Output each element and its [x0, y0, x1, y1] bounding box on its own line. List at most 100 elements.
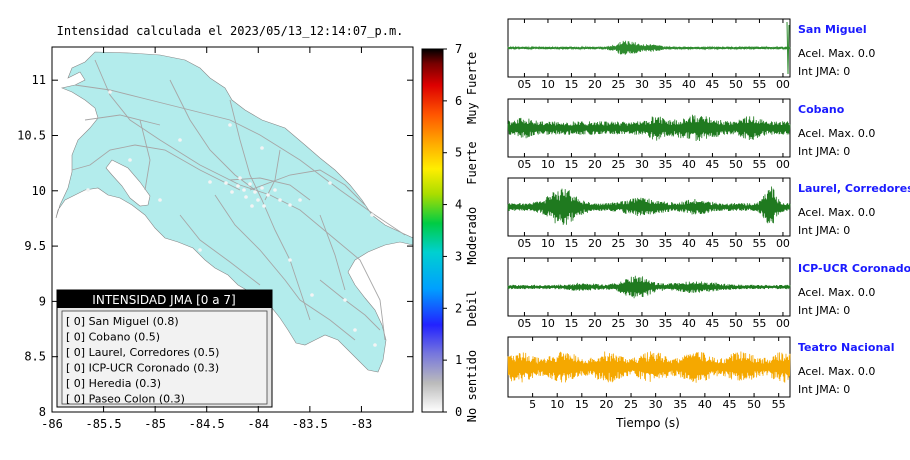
- seismogram-tick-label: 00: [776, 317, 790, 330]
- legend-title-bar: [57, 290, 272, 308]
- seismogram-tick-label: 50: [729, 237, 743, 250]
- seismogram-tick-label: 30: [635, 78, 649, 91]
- station-name: San Miguel: [798, 23, 867, 36]
- seismogram-tick-label: 50: [747, 398, 761, 411]
- legend-item: [ 0] Cobano (0.5): [66, 331, 160, 344]
- legend-title: INTENSIDAD JMA [0 a 7]: [92, 293, 235, 307]
- legend-item: [ 0] ICP-UCR Coronado (0.3): [66, 362, 219, 375]
- seismogram-tick-label: 30: [635, 158, 649, 171]
- station-acel-max: Acel. Max. 0.0: [798, 365, 875, 378]
- seismogram-tick-label: 10: [541, 317, 555, 330]
- seismogram-panel: 05 10 15 20 25 30 35 40 45 50 55 00 ICP-UCR Coronado…: [507, 257, 910, 330]
- seismogram-tick-label: 00: [776, 78, 790, 91]
- seismogram-panel: 5 10 15 20 25 30 35 40 45 50 55 Teatro Nacional Acel…: [507, 336, 895, 411]
- colorbar-category-label: Muy Fuerte: [465, 52, 479, 124]
- seismogram-tick-label: 55: [752, 237, 766, 250]
- seismogram-tick-label: 15: [564, 237, 578, 250]
- seismogram-tick-label: 25: [624, 398, 638, 411]
- seismogram-tick-label: 55: [772, 398, 786, 411]
- seismogram-tick-label: 15: [564, 317, 578, 330]
- seismogram-tick-label: 10: [541, 158, 555, 171]
- map-ytick-label: 9.5: [24, 239, 46, 253]
- map-xtick-label: -86: [41, 417, 63, 431]
- seismogram-trace: [507, 275, 791, 299]
- station-int-jma: Int JMA: 0: [798, 383, 850, 396]
- map-xtick-label: -84: [247, 417, 269, 431]
- station-int-jma: Int JMA: 0: [798, 65, 850, 78]
- seismogram-tick-label: 05: [517, 237, 531, 250]
- seismogram-tick-label: 45: [705, 237, 719, 250]
- station-name: Teatro Nacional: [798, 341, 895, 354]
- seismogram-tick-label: 25: [611, 158, 625, 171]
- seismogram-trace: [507, 186, 791, 225]
- seismogram-tick-label: 40: [682, 317, 696, 330]
- colorbar-tick-label: 6: [455, 94, 462, 108]
- seismogram-tick-label: 15: [575, 398, 589, 411]
- seismogram-tick-label: 45: [705, 317, 719, 330]
- seismogram-tick-label: 05: [517, 78, 531, 91]
- colorbar-tick-label: 4: [455, 198, 462, 212]
- seismogram-spike: [786, 21, 790, 75]
- seismogram-tick-label: 40: [682, 158, 696, 171]
- seismogram-tick-label: 15: [564, 158, 578, 171]
- colorbar-tick-label: 3: [455, 249, 462, 263]
- seismogram-tick-label: 50: [729, 317, 743, 330]
- time-axis-label: Tiempo (s): [615, 416, 680, 430]
- station-name: Laurel, Corredores: [798, 182, 910, 195]
- map-title: Intensidad calculada el 2023/05/13_12:14…: [57, 24, 404, 38]
- seismogram-tick-label: 25: [611, 78, 625, 91]
- map-xtick-label: -83.5: [292, 417, 328, 431]
- station-markers: [86, 90, 377, 347]
- map-xtick-label: -84.5: [189, 417, 225, 431]
- seismogram-tick-label: 5: [529, 398, 536, 411]
- seismogram-tick-label: 25: [611, 237, 625, 250]
- road-network: [71, 59, 406, 341]
- intensity-legend: INTENSIDAD JMA [0 a 7] [ 0] San Miguel (…: [56, 289, 273, 408]
- colorbar-category-label: No sentido: [465, 350, 479, 422]
- map-xtick-label: -83: [351, 417, 373, 431]
- seismogram-tick-label: 55: [752, 158, 766, 171]
- legend-item: [ 0] Laurel, Corredores (0.5): [66, 346, 219, 359]
- seismogram-panel: 05 10 15 20 25 30 35 40 45 50 55 00 Cobano Acel. Max.…: [507, 98, 875, 171]
- station-int-jma: Int JMA: 0: [798, 304, 850, 317]
- seismogram-tick-label: 20: [599, 398, 613, 411]
- seismogram-panel: 05 10 15 20 25 30 35 40 45 50 55 00 San Miguel Acel. …: [507, 18, 875, 91]
- seismogram-tick-label: 25: [611, 317, 625, 330]
- seismogram-trace: [507, 40, 791, 55]
- colorbar-category-label: Fuerte: [465, 141, 479, 184]
- colorbar-tick-label: 5: [455, 146, 462, 160]
- seismogram-tick-label: 20: [588, 78, 602, 91]
- seismogram-tick-label: 55: [752, 317, 766, 330]
- station-name: Cobano: [798, 103, 845, 116]
- legend-items-box: [61, 310, 268, 405]
- legend-item: [ 0] San Miguel (0.8): [66, 315, 179, 328]
- colorbar-tick-label: 1: [455, 353, 462, 367]
- seismogram-tick-label: 40: [682, 78, 696, 91]
- colorbar: [421, 48, 444, 413]
- station-int-jma: Int JMA: 0: [798, 224, 850, 237]
- seismogram-trace: [507, 351, 791, 383]
- colorbar-category-label: Debil: [465, 290, 479, 326]
- station-int-jma: Int JMA: 0: [798, 145, 850, 158]
- map-ytick-label: 8: [39, 405, 46, 419]
- seismogram-tick-label: 05: [517, 317, 531, 330]
- seismogram-tick-label: 35: [658, 158, 672, 171]
- seismogram-tick-label: 30: [649, 398, 663, 411]
- seismogram-tick-label: 45: [705, 78, 719, 91]
- seismogram-tick-label: 35: [658, 317, 672, 330]
- seismogram-tick-label: 35: [673, 398, 687, 411]
- map-xtick-label: -85.5: [86, 417, 122, 431]
- map-xtick-label: -85: [144, 417, 166, 431]
- seismogram-tick-label: 40: [698, 398, 712, 411]
- seismogram-trace: [507, 114, 791, 142]
- station-acel-max: Acel. Max. 0.0: [798, 206, 875, 219]
- legend-item: [ 0] Heredia (0.3): [66, 377, 161, 390]
- seismogram-tick-label: 30: [635, 317, 649, 330]
- station-acel-max: Acel. Max. 0.0: [798, 127, 875, 140]
- gulf-nicoya: [105, 159, 151, 207]
- seismogram-tick-label: 50: [729, 78, 743, 91]
- map-frame: [51, 46, 414, 413]
- map-ytick-label: 11: [32, 73, 46, 87]
- seismogram-tick-label: 45: [705, 158, 719, 171]
